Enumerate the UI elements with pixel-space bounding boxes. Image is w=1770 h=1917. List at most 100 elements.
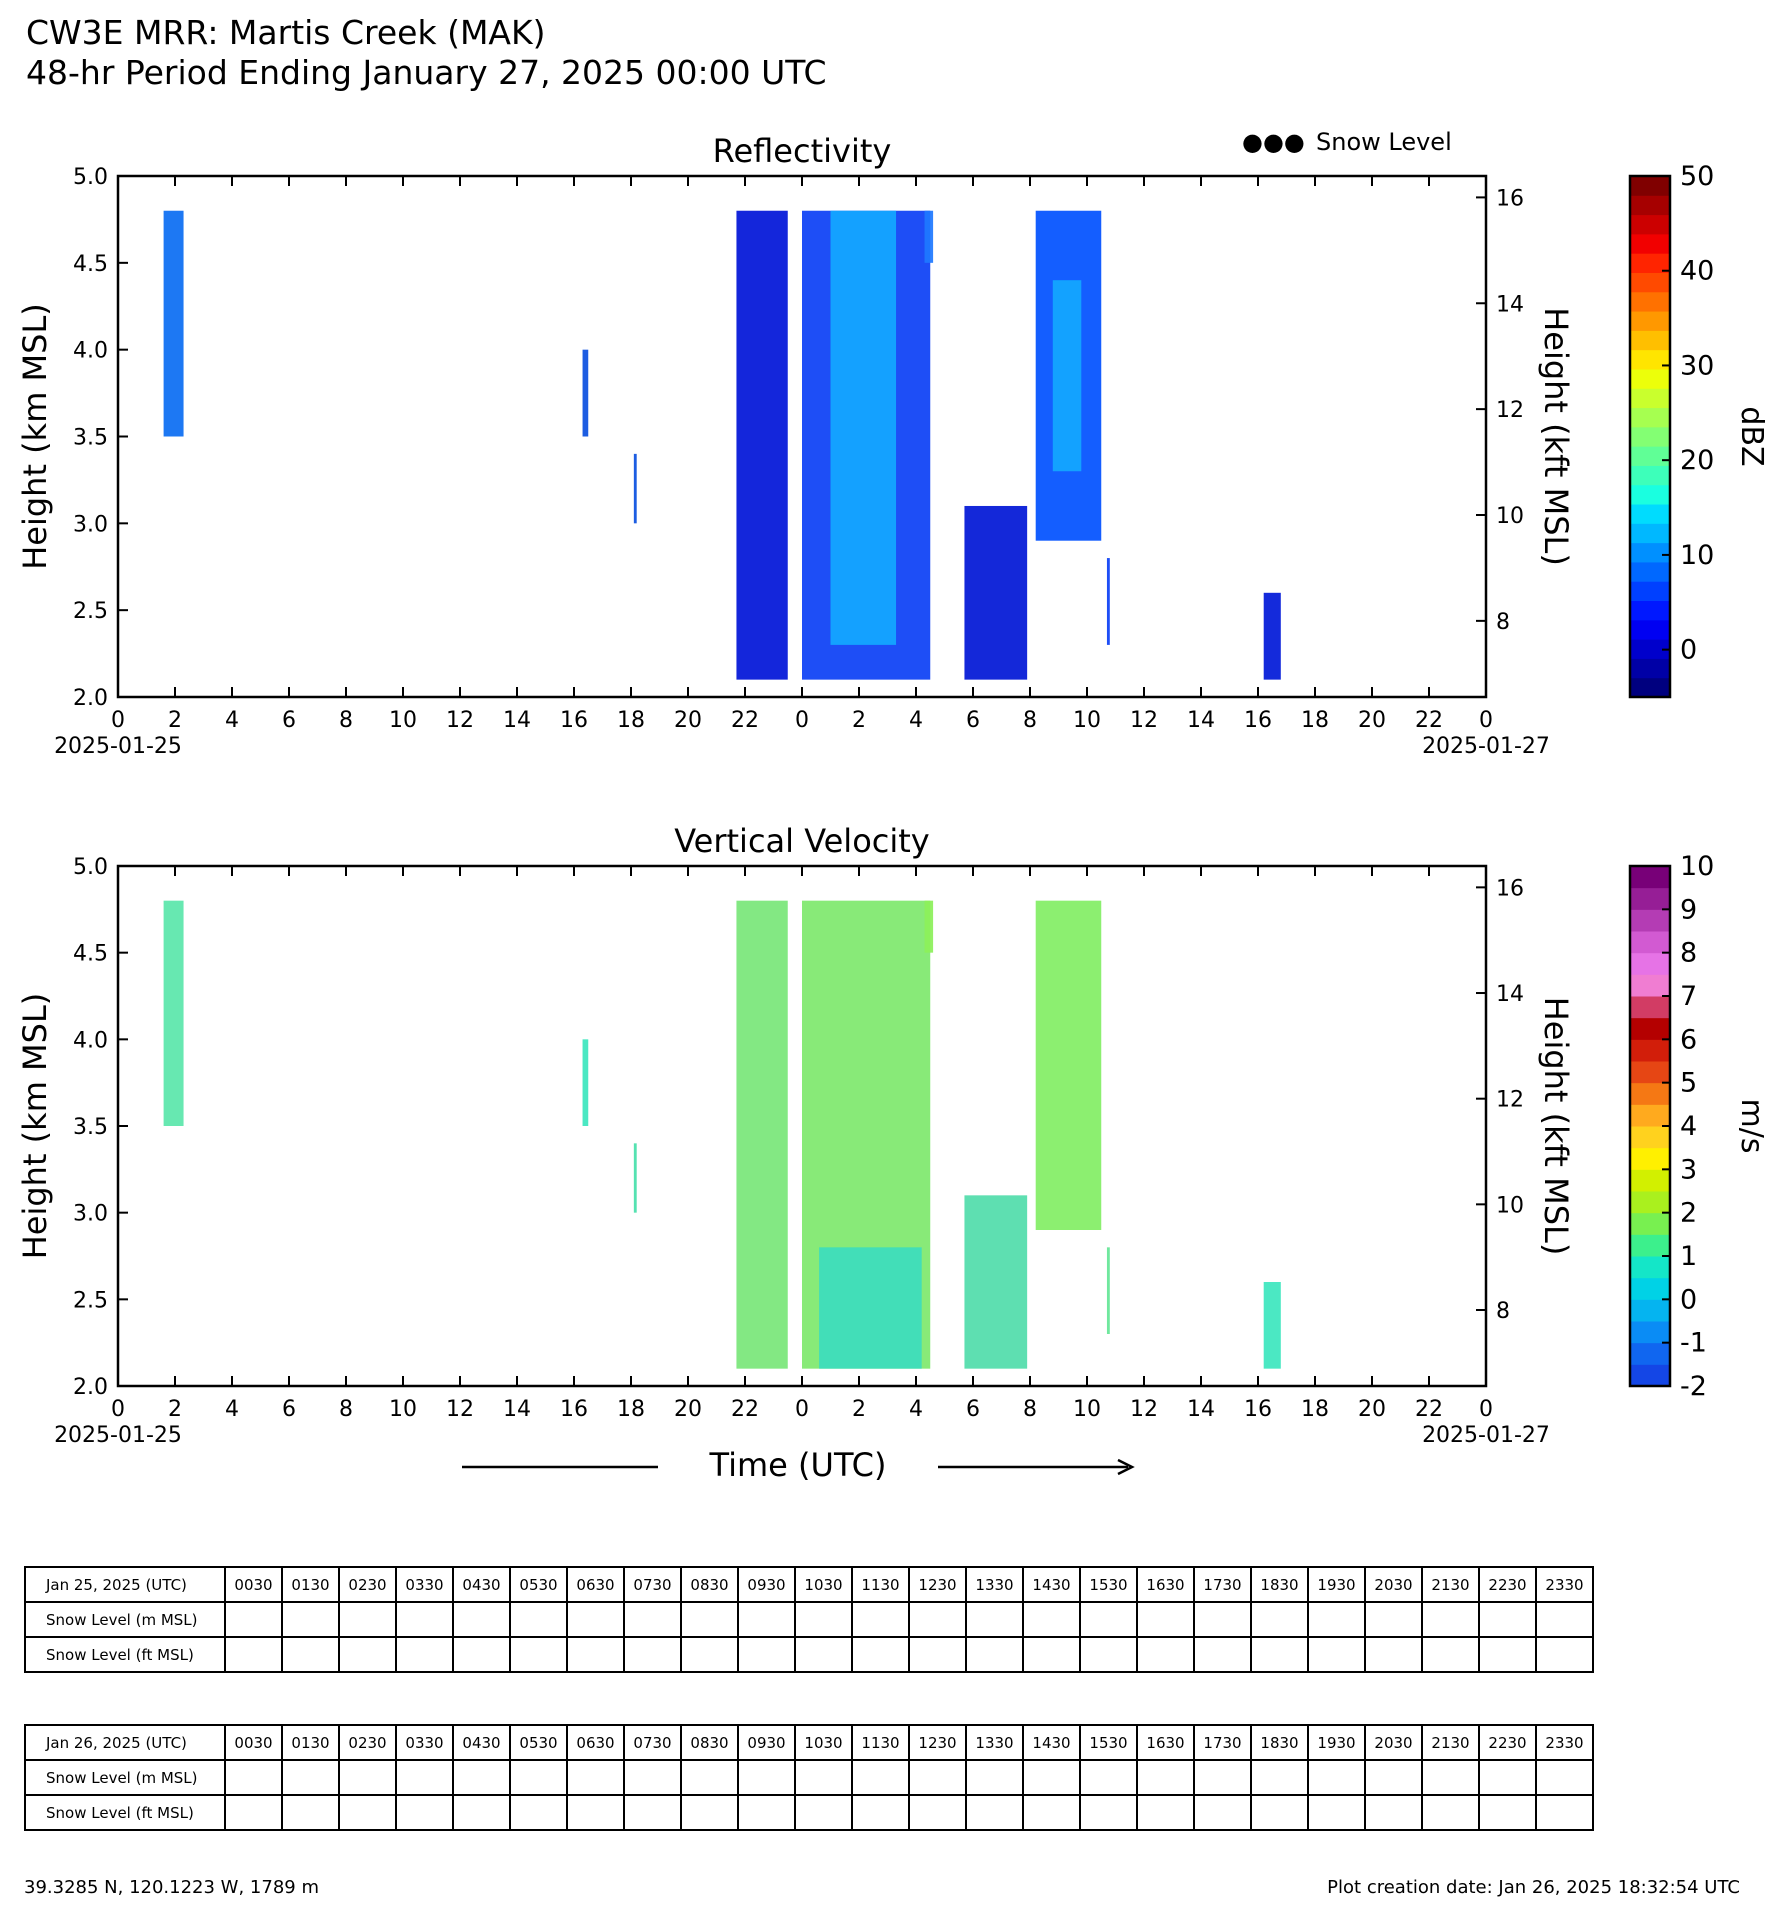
snow-level-cell	[1079, 1794, 1138, 1831]
snow-level-cell	[1535, 1601, 1594, 1638]
snow-level-cell	[224, 1601, 283, 1638]
echo-region-0-7	[964, 505, 1028, 680]
snow-level-table-day1: Jan 25, 2025 (UTC) 0030 0130 0230 0330 0430 05…	[24, 1566, 1594, 1673]
snow-level-cell	[1022, 1601, 1081, 1638]
row-label-cell: Snow Level (ft MSL)	[24, 1794, 226, 1831]
x-tick-label: 8	[339, 708, 353, 733]
time-header-cell: 0330	[395, 1724, 454, 1761]
snow-level-cell	[851, 1794, 910, 1831]
colorbar-segment	[1630, 1082, 1670, 1105]
colorbar-segment	[1630, 996, 1670, 1019]
colorbar-tick-label: 4	[1680, 1111, 1697, 1142]
snow-level-cell	[1250, 1601, 1309, 1638]
snow-level-cell	[1022, 1636, 1081, 1673]
time-header-cell: 0930	[737, 1566, 796, 1603]
snow-level-cell	[1478, 1636, 1537, 1673]
snow-level-cell	[281, 1759, 340, 1796]
colorbar-segment	[1630, 866, 1670, 889]
colorbar-segment	[1630, 887, 1670, 910]
snow-level-cell	[452, 1636, 511, 1673]
snow-level-cell	[1079, 1636, 1138, 1673]
time-header-cell: 0630	[566, 1724, 625, 1761]
snow-level-cell	[452, 1794, 511, 1831]
snow-level-cell	[338, 1636, 397, 1673]
x-tick-label: 10	[1073, 708, 1101, 733]
x-tick-label: 4	[225, 1397, 239, 1422]
time-header-cell: 1530	[1079, 1724, 1138, 1761]
snow-level-cell	[737, 1794, 796, 1831]
echo-region-0-0	[163, 210, 184, 437]
time-header-cell: 1330	[965, 1566, 1024, 1603]
arrow-right-icon	[1117, 1458, 1135, 1476]
colorbar-tick-label: 50	[1680, 161, 1714, 192]
snow-level-cell	[965, 1601, 1024, 1638]
echo-region-0-9	[1052, 280, 1082, 472]
snow-level-cell	[794, 1759, 853, 1796]
plot-creation-date: Plot creation date: Jan 26, 2025 18:32:5…	[1327, 1877, 1740, 1898]
x-tick-label: 22	[731, 708, 759, 733]
right-tick-label: 12	[1496, 1088, 1524, 1113]
colorbar-segment	[1630, 600, 1670, 621]
colorbar-segment	[1630, 504, 1670, 524]
colorbar-tick-label: 6	[1680, 1024, 1697, 1055]
colorbar-tick-label: 2	[1680, 1198, 1697, 1229]
colorbar-segment	[1630, 523, 1670, 544]
colorbar-segment	[1630, 1299, 1670, 1322]
x-tick-label: 0	[111, 1397, 125, 1422]
right-tick-label: 16	[1496, 186, 1524, 211]
time-header-cell: 0030	[224, 1566, 283, 1603]
row-label-cell: Snow Level (m MSL)	[24, 1601, 226, 1638]
snow-level-cell	[1307, 1601, 1366, 1638]
snow-level-cell	[1364, 1601, 1423, 1638]
snow-level-cell	[794, 1636, 853, 1673]
snow-level-cell	[1079, 1601, 1138, 1638]
snow-level-cell	[1421, 1794, 1480, 1831]
snow-level-cell	[965, 1794, 1024, 1831]
x-tick-label: 14	[503, 708, 531, 733]
time-header-cell: 0030	[224, 1724, 283, 1761]
echo-region-0-5	[830, 210, 897, 645]
time-header-cell: 0330	[395, 1566, 454, 1603]
time-header-cell: 1630	[1136, 1724, 1195, 1761]
time-header-cell: 1930	[1307, 1724, 1366, 1761]
colorbar-segment	[1630, 931, 1670, 954]
row-label-cell: Jan 26, 2025 (UTC)	[24, 1724, 226, 1761]
x-tick-label: 6	[966, 1397, 980, 1422]
colorbar-tick-label: -2	[1680, 1371, 1707, 1402]
time-header-cell: 0130	[281, 1566, 340, 1603]
snow-level-table-day2: Jan 26, 2025 (UTC) 0030 0130 0230 0330 0430 05…	[24, 1724, 1594, 1831]
right-tick-label: 10	[1496, 1193, 1524, 1218]
colorbar-segment	[1630, 368, 1670, 389]
snow-level-cell	[1421, 1636, 1480, 1673]
snow-level-cell	[737, 1636, 796, 1673]
time-header-cell: 0530	[509, 1566, 568, 1603]
table-header-row: Jan 26, 2025 (UTC) 0030 0130 0230 0330 0430 05…	[24, 1724, 1594, 1761]
table-row: Snow Level (m MSL)	[24, 1759, 1594, 1796]
x-tick-label: 18	[617, 708, 645, 733]
colorbar-segment	[1630, 619, 1670, 640]
time-header-cell: 1830	[1250, 1566, 1309, 1603]
snow-level-cell	[509, 1601, 568, 1638]
colorbar-tick-label: -1	[1680, 1328, 1707, 1359]
echo-region-1-8	[1035, 900, 1102, 1230]
y-tick-label: 2.0	[73, 686, 108, 711]
echo-region-0-11	[1263, 592, 1281, 680]
colorbar-label: dBZ	[1734, 406, 1769, 466]
snow-level-cell	[1136, 1794, 1195, 1831]
time-header-cell: 1230	[908, 1566, 967, 1603]
colorbar-segment	[1630, 214, 1670, 235]
table-header-row: Jan 25, 2025 (UTC) 0030 0130 0230 0330 0430 05…	[24, 1566, 1594, 1603]
x-tick-label: 12	[1130, 1397, 1158, 1422]
time-header-cell: 1130	[851, 1566, 910, 1603]
snow-level-cell	[281, 1794, 340, 1831]
x-tick-label: 2	[168, 708, 182, 733]
x-tick-label: 20	[674, 1397, 702, 1422]
echo-region-1-10	[1263, 1282, 1281, 1369]
snow-level-cell	[1364, 1759, 1423, 1796]
time-header-cell: 1830	[1250, 1724, 1309, 1761]
snow-level-cell	[566, 1759, 625, 1796]
start-date-label: 2025-01-25	[54, 734, 182, 759]
colorbar-tick-label: 10	[1680, 540, 1714, 571]
y-tick-label: 3.0	[73, 512, 108, 537]
time-header-cell: 1730	[1193, 1724, 1252, 1761]
